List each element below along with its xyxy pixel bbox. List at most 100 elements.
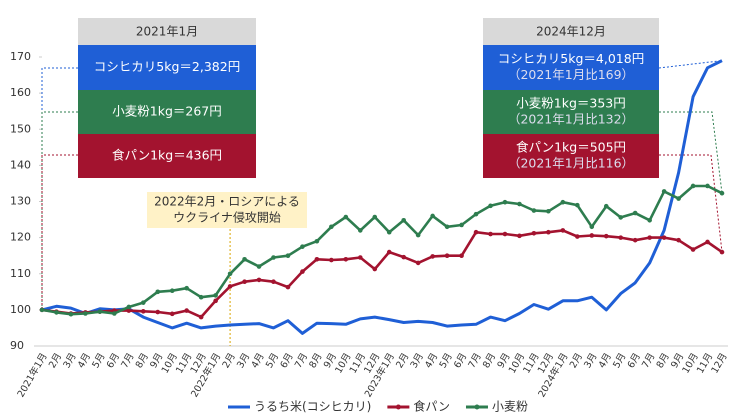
x-tick-label: 5月: [611, 351, 628, 370]
marker: [719, 190, 725, 196]
annotation-note: （2021年1月比116）: [508, 156, 634, 171]
marker: [647, 217, 652, 223]
marker: [39, 307, 45, 313]
annotation-note: （2021年1月比132）: [508, 112, 634, 127]
annotation-row: [78, 45, 256, 90]
x-tick-label: 2月: [394, 351, 411, 370]
marker: [415, 260, 421, 266]
marker: [473, 229, 479, 235]
event-text: 2022年2月・ロシアによる: [154, 195, 300, 209]
marker: [300, 269, 305, 274]
annotation-header-bg: [78, 18, 256, 45]
marker: [502, 231, 508, 237]
marker: [459, 222, 464, 228]
x-tick-label: 12月: [709, 351, 729, 375]
marker: [560, 228, 566, 233]
marker: [415, 232, 421, 238]
y-tick-label: 150: [10, 122, 31, 135]
marker: [676, 237, 681, 243]
marker: [112, 311, 117, 316]
marker: [603, 233, 609, 239]
x-tick-label: 3月: [582, 351, 599, 370]
event-text: ウクライナ侵攻開始: [173, 210, 281, 225]
annotation-text: コシヒカリ5kg＝2,382円: [94, 59, 240, 74]
marker: [97, 309, 103, 314]
y-tick-label: 100: [10, 303, 31, 316]
marker: [719, 249, 725, 255]
marker: [343, 257, 349, 262]
x-tick-label: 8月: [481, 351, 498, 370]
annotation-text: 食パン1kg＝505円: [516, 140, 626, 155]
marker: [227, 284, 233, 289]
marker: [184, 285, 189, 291]
marker: [575, 202, 580, 208]
marker: [618, 215, 624, 220]
marker: [314, 257, 320, 262]
marker: [329, 224, 334, 230]
marker: [343, 214, 349, 220]
x-tick-label: 6月: [105, 351, 122, 370]
annotation-header-bg: [483, 18, 659, 45]
marker: [430, 213, 435, 219]
x-tick-label: 6月: [278, 351, 295, 370]
legend-label: 食パン: [413, 399, 450, 414]
marker: [83, 311, 88, 316]
x-tick-label: 6月: [626, 351, 643, 370]
marker: [632, 210, 638, 216]
marker: [155, 309, 161, 315]
annotation-text: 小麦粉1kg＝267円: [112, 104, 222, 119]
x-tick-label: 7月: [467, 351, 484, 370]
marker: [169, 311, 175, 317]
marker: [357, 228, 363, 233]
marker: [517, 233, 522, 239]
annotation-header: 2024年12月: [536, 25, 606, 39]
legend-label: 小麦粉: [492, 400, 528, 414]
marker: [386, 229, 392, 235]
marker: [676, 196, 681, 201]
x-tick-label: 5月: [438, 351, 455, 370]
marker: [126, 308, 132, 313]
annotation-row: [483, 90, 659, 134]
marker: [126, 304, 132, 310]
marker: [227, 271, 233, 277]
marker: [386, 249, 392, 255]
marker: [329, 257, 334, 263]
marker: [690, 183, 696, 189]
series-line: [41, 184, 723, 316]
marker: [444, 253, 450, 258]
marker: [140, 309, 146, 314]
marker: [502, 199, 508, 205]
marker: [546, 208, 551, 214]
marker: [213, 298, 218, 304]
x-tick-label: 2021年1月: [15, 351, 50, 400]
x-tick-label: 8月: [307, 351, 324, 370]
annotation-row: [78, 134, 256, 178]
marker: [705, 183, 710, 189]
connector: [41, 154, 78, 310]
marker: [531, 208, 537, 213]
annotation-text: 小麦粉1kg＝353円: [516, 96, 626, 111]
marker: [488, 203, 493, 209]
marker: [314, 238, 320, 244]
marker: [661, 235, 667, 240]
marker: [372, 214, 378, 220]
x-tick-label: 2月: [47, 351, 64, 370]
connector: [659, 154, 723, 253]
legend-marker: [395, 404, 401, 410]
x-tick-label: 7月: [119, 351, 136, 370]
x-tick-label: 4月: [423, 351, 440, 370]
marker: [285, 284, 291, 290]
annotation-header: 2021年1月: [136, 25, 198, 39]
marker: [184, 308, 189, 313]
x-tick-label: 3月: [409, 351, 426, 370]
x-tick-label: 4月: [597, 351, 614, 370]
marker: [531, 230, 537, 236]
x-tick-label: 4月: [76, 351, 93, 370]
event-box: [147, 192, 307, 228]
connector: [41, 67, 78, 310]
marker: [603, 203, 609, 209]
marker: [242, 279, 247, 284]
marker: [517, 201, 522, 207]
marker: [54, 310, 59, 315]
